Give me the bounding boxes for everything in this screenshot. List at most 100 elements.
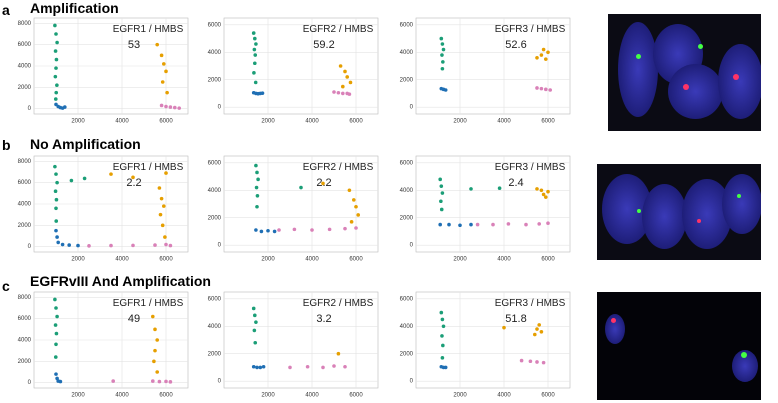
chart: 0 2000 4000 6000 8000 2000 4000 6000 EGFR1 / HMB… bbox=[18, 291, 189, 399]
chart: 0 2000 4000 6000 2000 4000 6000 EGFR2 / HMBS 59.… bbox=[208, 17, 379, 125]
y-tick-label: 4000 bbox=[18, 202, 32, 208]
point bbox=[109, 172, 113, 176]
point bbox=[164, 69, 168, 74]
x-tick-label: 4000 bbox=[305, 119, 319, 125]
fish-image bbox=[597, 164, 761, 260]
point bbox=[76, 243, 80, 248]
point bbox=[260, 91, 265, 95]
point bbox=[54, 172, 58, 176]
point bbox=[519, 358, 524, 363]
x-tick-label: 6000 bbox=[541, 393, 555, 399]
annotation: 2.4 bbox=[508, 177, 523, 189]
point bbox=[535, 187, 539, 191]
panel-label: c bbox=[2, 278, 10, 294]
point bbox=[155, 42, 159, 47]
y-tick-label: 0 bbox=[28, 106, 32, 112]
chart: 0 2000 4000 6000 8000 2000 4000 6000 EGFR1 / HMB… bbox=[18, 155, 189, 263]
point bbox=[539, 188, 544, 193]
x-tick-label: 4000 bbox=[115, 119, 129, 125]
point bbox=[157, 186, 162, 190]
plot-area bbox=[415, 291, 571, 389]
point bbox=[327, 227, 332, 232]
point bbox=[162, 62, 166, 66]
y-tick-label: 0 bbox=[410, 105, 414, 111]
point bbox=[55, 83, 59, 87]
point bbox=[252, 71, 256, 75]
point bbox=[54, 219, 59, 223]
chart-title: EGFR1 / HMBS bbox=[113, 298, 184, 309]
panel-title: EGFRvIII And Amplification bbox=[30, 273, 211, 289]
y-tick-label: 6000 bbox=[208, 22, 222, 28]
y-tick-label: 0 bbox=[28, 244, 32, 250]
point bbox=[441, 47, 446, 52]
x-tick-label: 4000 bbox=[115, 257, 129, 263]
plot-area bbox=[415, 17, 571, 115]
y-tick-label: 6000 bbox=[208, 296, 222, 302]
annotation: 2.2 bbox=[126, 177, 141, 189]
panel-title: No Amplification bbox=[30, 136, 141, 152]
point bbox=[539, 86, 544, 91]
y-tick-label: 2000 bbox=[400, 351, 414, 357]
point bbox=[255, 204, 259, 209]
point bbox=[266, 228, 270, 233]
point bbox=[332, 364, 336, 368]
panel-label: a bbox=[2, 2, 10, 18]
x-tick-label: 4000 bbox=[305, 257, 319, 263]
point bbox=[54, 32, 58, 36]
point bbox=[347, 188, 352, 193]
point bbox=[336, 351, 341, 356]
point bbox=[54, 66, 58, 70]
point bbox=[152, 359, 156, 364]
y-tick-label: 0 bbox=[218, 243, 222, 249]
chart-title: EGFR3 / HMBS bbox=[495, 162, 566, 173]
y-tick-label: 4000 bbox=[400, 50, 414, 56]
y-tick-label: 8000 bbox=[18, 295, 32, 301]
chart-title: EGFR2 / HMBS bbox=[303, 24, 374, 35]
point bbox=[506, 222, 511, 226]
point bbox=[535, 360, 539, 364]
point bbox=[439, 199, 443, 204]
x-tick-label: 4000 bbox=[115, 393, 129, 399]
point bbox=[447, 222, 451, 227]
point bbox=[255, 170, 259, 175]
point bbox=[252, 47, 257, 52]
point bbox=[469, 222, 473, 227]
point bbox=[54, 342, 58, 347]
point bbox=[356, 213, 360, 217]
y-tick-label: 2000 bbox=[208, 215, 222, 221]
y-tick-label: 4000 bbox=[18, 64, 32, 70]
point bbox=[158, 212, 163, 217]
point bbox=[160, 80, 165, 84]
point bbox=[475, 222, 480, 227]
point bbox=[332, 90, 336, 94]
y-tick-label: 2000 bbox=[18, 359, 32, 365]
annotation: 3.2 bbox=[316, 313, 331, 325]
point bbox=[343, 364, 347, 369]
y-tick-label: 4000 bbox=[208, 324, 222, 330]
point bbox=[60, 242, 65, 247]
point bbox=[533, 332, 537, 337]
x-tick-label: 2000 bbox=[261, 119, 275, 125]
point bbox=[343, 69, 347, 74]
point bbox=[69, 178, 74, 183]
y-tick-label: 6000 bbox=[400, 160, 414, 166]
point bbox=[55, 235, 59, 239]
point bbox=[255, 365, 259, 370]
point bbox=[53, 164, 57, 169]
x-tick-label: 2000 bbox=[261, 393, 275, 399]
point bbox=[53, 74, 58, 79]
x-tick-label: 6000 bbox=[349, 393, 363, 399]
point bbox=[261, 364, 266, 369]
point bbox=[155, 338, 159, 342]
point bbox=[548, 88, 552, 92]
point bbox=[253, 61, 257, 66]
point bbox=[439, 36, 444, 41]
y-tick-label: 8000 bbox=[18, 159, 32, 165]
x-tick-label: 4000 bbox=[305, 393, 319, 399]
point bbox=[254, 185, 259, 190]
x-tick-label: 6000 bbox=[159, 257, 173, 263]
point bbox=[440, 334, 444, 338]
x-tick-label: 2000 bbox=[453, 119, 467, 125]
y-tick-label: 4000 bbox=[18, 338, 32, 344]
